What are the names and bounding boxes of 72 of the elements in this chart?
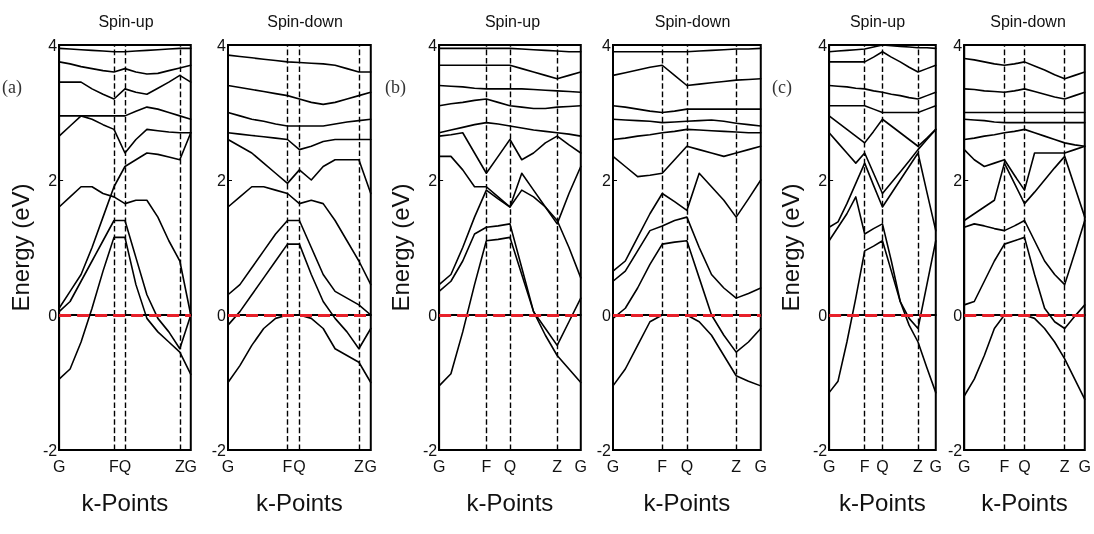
x-tick-label: Q bbox=[118, 457, 132, 475]
y-tick-label: 2 bbox=[48, 171, 58, 189]
text: (b) bbox=[385, 77, 406, 98]
y-tick-label: 0 bbox=[48, 306, 58, 324]
y-tick-label: 0 bbox=[953, 306, 963, 324]
x-tick-label: G bbox=[822, 457, 836, 475]
y-tick-label: 0 bbox=[818, 306, 828, 324]
text: (c) bbox=[772, 77, 792, 98]
x-tick-label: Z bbox=[552, 457, 563, 475]
y-tick-label: -2 bbox=[947, 441, 963, 459]
y-tick-label: -2 bbox=[42, 441, 58, 459]
y-axis-title: Energy (eV) bbox=[386, 183, 414, 312]
chart-title: Spin-down bbox=[267, 12, 343, 30]
y-tick-label: 0 bbox=[428, 306, 438, 324]
y-tick-label: -2 bbox=[596, 441, 612, 459]
y-tick-label: 4 bbox=[818, 36, 828, 54]
x-tick-label: G bbox=[606, 457, 620, 475]
y-tick-label: -2 bbox=[422, 441, 438, 459]
x-tick-label: F bbox=[999, 457, 1010, 475]
x-tick-label: G bbox=[958, 457, 971, 475]
x-tick-label: F bbox=[657, 457, 668, 475]
x-axis-title: k-Points bbox=[643, 488, 731, 516]
x-tick-label: Q bbox=[1018, 457, 1031, 475]
y-axis-title: Energy (eV) bbox=[6, 183, 34, 312]
y-tick-label: 4 bbox=[217, 36, 227, 54]
x-tick-label: G bbox=[184, 457, 197, 475]
x-axis-title: k-Points bbox=[81, 488, 169, 516]
x-tick-label: Z bbox=[1059, 457, 1070, 475]
x-tick-label: Z bbox=[731, 457, 742, 475]
x-axis-title: k-Points bbox=[839, 488, 926, 516]
x-tick-label: G bbox=[432, 457, 446, 475]
y-tick-label: 4 bbox=[428, 36, 438, 54]
x-tick-label: G bbox=[221, 457, 235, 475]
y-tick-label: 4 bbox=[953, 36, 963, 54]
y-tick-label: 2 bbox=[953, 171, 963, 189]
chart-title: Spin-up bbox=[98, 12, 154, 30]
x-tick-label: Q bbox=[503, 457, 517, 475]
x-tick-label: Q bbox=[680, 457, 694, 475]
y-tick-label: 0 bbox=[602, 306, 612, 324]
y-tick-label: 2 bbox=[428, 171, 438, 189]
x-tick-label: G bbox=[929, 457, 942, 475]
x-axis-title: k-Points bbox=[981, 488, 1068, 516]
chart-title: Spin-down bbox=[990, 12, 1066, 30]
text: (a) bbox=[2, 77, 22, 98]
x-tick-label: Z bbox=[174, 457, 185, 475]
y-tick-label: 2 bbox=[602, 171, 612, 189]
chart-title: Spin-down bbox=[654, 12, 731, 30]
x-tick-label: G bbox=[364, 457, 377, 475]
chart-title: Spin-up bbox=[849, 12, 906, 30]
x-tick-label: F bbox=[481, 457, 492, 475]
y-tick-label: -2 bbox=[211, 441, 227, 459]
x-tick-label: G bbox=[1078, 457, 1091, 475]
chart-title: Spin-up bbox=[484, 12, 541, 30]
x-tick-label: Z bbox=[913, 457, 924, 475]
x-tick-label: F bbox=[859, 457, 870, 475]
y-tick-label: 4 bbox=[602, 36, 612, 54]
y-tick-label: 0 bbox=[217, 306, 227, 324]
x-tick-label: F bbox=[282, 457, 293, 475]
x-tick-label: G bbox=[574, 457, 587, 475]
x-tick-label: G bbox=[754, 457, 767, 475]
x-tick-label: Q bbox=[876, 457, 889, 475]
y-tick-label: 4 bbox=[48, 36, 58, 54]
y-axis-title: Energy (eV) bbox=[776, 183, 804, 312]
x-tick-label: Z bbox=[353, 457, 364, 475]
x-axis-title: k-Points bbox=[466, 488, 554, 516]
x-tick-label: Q bbox=[293, 457, 306, 475]
x-tick-label: F bbox=[109, 457, 120, 475]
y-tick-label: -2 bbox=[812, 441, 828, 459]
x-tick-label: G bbox=[52, 457, 66, 475]
y-tick-label: 2 bbox=[217, 171, 227, 189]
x-axis-title: k-Points bbox=[256, 488, 343, 516]
y-tick-label: 2 bbox=[818, 171, 828, 189]
